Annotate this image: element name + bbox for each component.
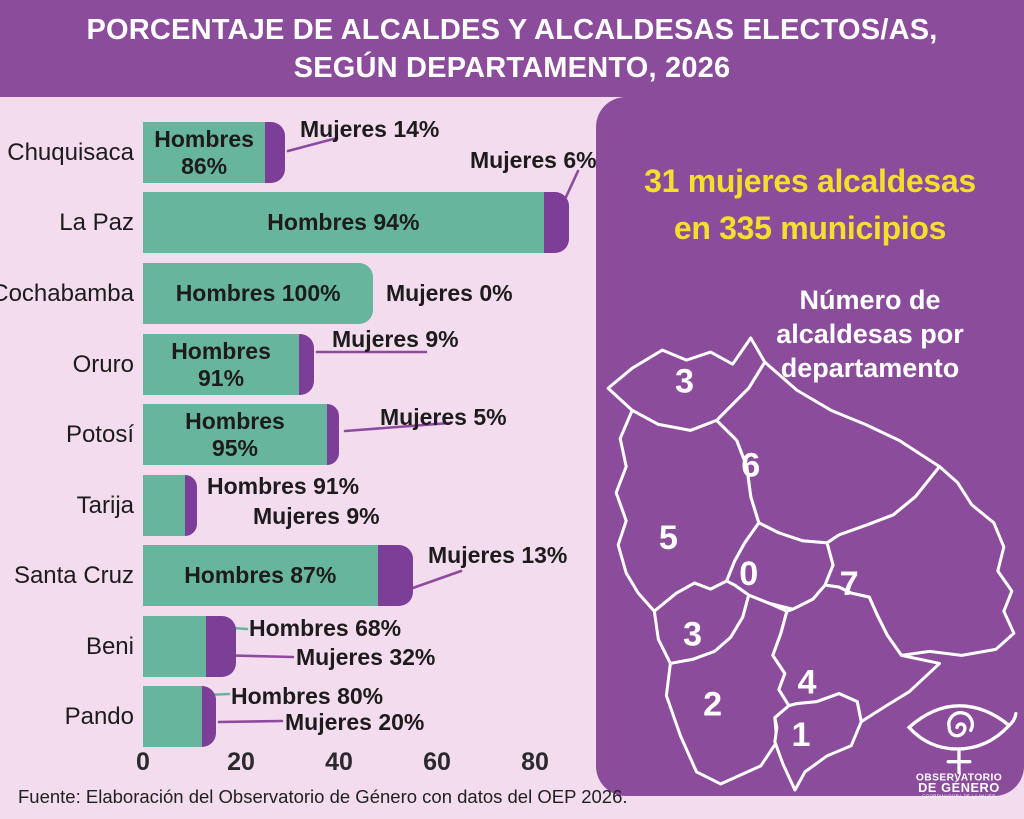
hombres-label: Hombres 87%	[184, 562, 337, 588]
observatorio-logo: OBSERVATORIO DE GÉNERO COORDINADORA DE L…	[906, 704, 1018, 798]
mujeres-label: Mujeres 5%	[380, 404, 507, 430]
x-axis-tick: 80	[521, 748, 549, 776]
bar-hombres	[143, 616, 207, 677]
hombres-label: Hombres 91%	[171, 337, 271, 391]
x-axis-tick: 40	[325, 748, 353, 776]
callout-line-mujeres	[564, 169, 580, 199]
logo-text-line2: DE GÉNERO	[918, 780, 1000, 795]
category-label: Santa Cruz	[13, 561, 134, 589]
bar-mujeres	[299, 334, 315, 395]
map-count-pando: 3	[675, 362, 694, 400]
bar-hombres	[143, 404, 327, 465]
headline-line1: 31 mujeres alcaldesas	[644, 163, 976, 199]
map-count-chuquisaca: 4	[797, 664, 816, 702]
category-label: Beni	[85, 632, 134, 660]
mujeres-label: Mujeres 6%	[470, 147, 597, 173]
map-subtitle: Número de alcaldesas por departamento	[742, 283, 998, 385]
callout-line-mujeres	[408, 569, 463, 591]
map-count-beni: 6	[741, 447, 760, 485]
category-label: La Paz	[59, 208, 134, 236]
logo-text-line1: OBSERVATORIO	[916, 772, 1002, 783]
bar-mujeres	[327, 404, 339, 465]
hombres-label: Hombres 86%	[154, 125, 254, 179]
category-label: Cochabamba	[0, 279, 134, 307]
mujeres-label: Mujeres 0%	[386, 280, 513, 306]
source-note: Fuente: Elaboración del Observatorio de …	[18, 786, 628, 807]
category-label: Tarija	[76, 491, 134, 519]
header-band: PORCENTAJE DE ALCALDES Y ALCALDESAS ELEC…	[0, 0, 1024, 97]
bar-hombres	[143, 545, 378, 606]
headline: 31 mujeres alcaldesas en 335 municipios	[596, 158, 1024, 252]
x-axis-tick: 60	[423, 748, 451, 776]
headline-line2: en 335 municipios	[673, 210, 947, 246]
bar-mujeres	[184, 475, 197, 536]
page-title-line1: PORCENTAJE DE ALCALDES Y ALCALDESAS ELEC…	[86, 13, 938, 46]
hombres-label: Hombres 95%	[185, 407, 285, 461]
mujeres-label: Mujeres 9%	[332, 326, 459, 352]
category-label: Pando	[64, 702, 134, 730]
map-subtitle-line1: Número de	[799, 285, 941, 315]
bar-mujeres	[377, 545, 413, 606]
bar-hombres	[143, 475, 185, 536]
hombres-label: Hombres 94%	[267, 209, 420, 235]
mujeres-label: Mujeres 13%	[428, 542, 568, 568]
hombres-label: Hombres 100%	[175, 280, 341, 306]
category-label: Chuquisaca	[7, 138, 134, 166]
map-count-oruro: 3	[683, 615, 702, 653]
map-count-cochabamba: 0	[739, 555, 758, 593]
page-title-line2: SEGÚN DEPARTAMENTO, 2026	[293, 51, 731, 84]
mujeres-label: Mujeres 32%	[296, 644, 436, 670]
bar-mujeres	[201, 686, 217, 747]
logo-text-line3: COORDINADORA DE LA MUJER	[922, 794, 995, 798]
hombres-label: Hombres 68%	[249, 615, 402, 641]
hombres-label: Hombres 91%	[207, 473, 360, 499]
hombres-label: Hombres 80%	[231, 683, 384, 709]
map-count-la-paz: 5	[659, 519, 678, 557]
bar-hombres	[143, 122, 266, 183]
bar-mujeres	[206, 616, 237, 677]
map-subtitle-line2: alcaldesas por	[776, 319, 964, 349]
eye-lash-icon	[1007, 712, 1018, 728]
map-subtitle-line3: departamento	[780, 353, 960, 383]
mujeres-label: Mujeres 14%	[300, 116, 440, 142]
map-region-chuquisaca	[771, 583, 942, 724]
bar-mujeres	[265, 122, 286, 183]
bar-hombres	[143, 334, 300, 395]
callout-line-mujeres	[217, 719, 284, 724]
bar-hombres	[143, 263, 374, 324]
mujeres-label: Mujeres 20%	[285, 709, 425, 735]
category-label: Potosí	[65, 420, 134, 448]
map-count-potosí: 2	[703, 686, 722, 724]
mujeres-label: Mujeres 9%	[253, 503, 380, 529]
map-region-tarija	[773, 692, 863, 792]
x-axis-tick: 20	[227, 748, 255, 776]
eye-spiral-icon	[947, 711, 974, 738]
map-count-santa-cruz: 7	[840, 565, 859, 603]
category-label: Oruro	[72, 350, 134, 378]
map-count-tarija: 1	[791, 716, 810, 754]
x-axis-tick: 0	[136, 748, 150, 776]
bar-mujeres	[543, 192, 570, 253]
bar-hombres	[143, 192, 544, 253]
bar-hombres	[143, 686, 202, 747]
